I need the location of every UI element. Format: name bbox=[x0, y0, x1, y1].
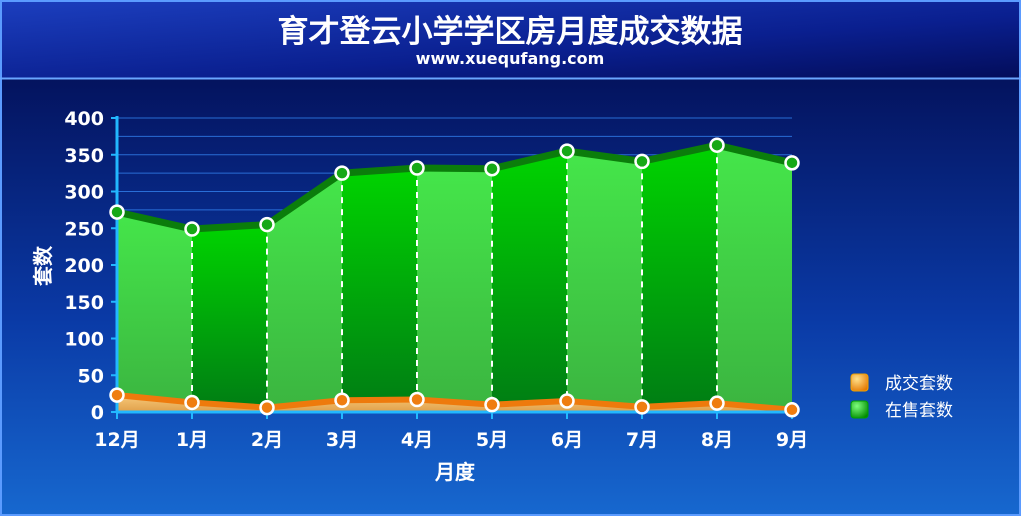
x-tick-label: 12月 bbox=[94, 429, 139, 451]
x-tick-label: 4月 bbox=[401, 429, 433, 451]
y-tick-label: 100 bbox=[64, 329, 104, 351]
series-layer bbox=[117, 141, 793, 413]
listings-point[interactable] bbox=[484, 160, 500, 177]
legend-item-listings[interactable]: 在售套数 bbox=[850, 400, 953, 421]
legend-swatch-orange bbox=[850, 373, 869, 392]
y-axis-title: 套数 bbox=[31, 245, 55, 286]
legend-item-deals[interactable]: 成交套数 bbox=[850, 373, 953, 394]
header-background bbox=[0, 0, 1021, 78]
listings-point[interactable] bbox=[334, 165, 350, 181]
listings-area-band bbox=[192, 224, 267, 412]
axis-layer: 0 50 100 150 200 250 300 350 400 12月 1月 2月 3月 4月 5月 6月 7… bbox=[64, 108, 808, 451]
legend-swatch-green bbox=[850, 400, 869, 419]
listings-point[interactable] bbox=[109, 204, 125, 220]
y-tick-label: 350 bbox=[64, 145, 104, 167]
y-tick-label: 150 bbox=[64, 292, 104, 314]
listings-point[interactable] bbox=[184, 221, 200, 237]
deals-line bbox=[117, 392, 793, 413]
listings-area-band bbox=[492, 151, 567, 412]
x-tick-label: 6月 bbox=[551, 429, 583, 451]
y-tick-label: 200 bbox=[64, 255, 104, 277]
marker-layer bbox=[109, 137, 800, 418]
x-tick-label: 5月 bbox=[476, 429, 508, 451]
deals-point[interactable] bbox=[409, 391, 425, 408]
deals-point[interactable] bbox=[784, 402, 800, 418]
listings-area-band bbox=[342, 167, 417, 412]
listings-area-band bbox=[567, 151, 642, 412]
deals-point[interactable] bbox=[334, 392, 350, 408]
y-tick-label: 50 bbox=[78, 365, 104, 387]
deals-point[interactable] bbox=[259, 399, 275, 416]
listings-point[interactable] bbox=[709, 137, 725, 153]
chart-subtitle: www.xuequfang.com bbox=[416, 49, 605, 68]
listings-line bbox=[117, 141, 793, 233]
listings-area-band bbox=[117, 212, 192, 412]
listings-area-band bbox=[417, 167, 492, 412]
y-tick-label: 250 bbox=[64, 218, 104, 240]
deals-point[interactable] bbox=[559, 393, 575, 409]
listings-point[interactable] bbox=[259, 216, 275, 233]
x-tick-label: 2月 bbox=[251, 429, 283, 451]
deals-point[interactable] bbox=[634, 399, 650, 415]
chart-title: 育才登云小学学区房月度成交数据 bbox=[278, 14, 743, 50]
listings-point[interactable] bbox=[409, 160, 425, 176]
x-tick-label: 3月 bbox=[326, 429, 358, 451]
listings-point[interactable] bbox=[784, 155, 800, 171]
listings-area-band bbox=[267, 173, 342, 412]
listings-area-band bbox=[717, 145, 792, 412]
listings-point[interactable] bbox=[634, 153, 650, 170]
x-axis-title: 月度 bbox=[434, 460, 476, 484]
legend-label-deals: 成交套数 bbox=[885, 374, 953, 394]
listings-point[interactable] bbox=[559, 143, 575, 159]
x-tick-label: 8月 bbox=[701, 429, 733, 451]
deals-point[interactable] bbox=[709, 395, 725, 411]
x-tick-label: 1月 bbox=[176, 429, 208, 451]
x-tick-label: 7月 bbox=[626, 429, 658, 451]
deals-point[interactable] bbox=[184, 394, 200, 411]
listings-area-band bbox=[642, 145, 717, 412]
legend-label-listings: 在售套数 bbox=[885, 401, 953, 421]
y-tick-label: 0 bbox=[91, 402, 104, 424]
x-tick-label: 9月 bbox=[776, 429, 808, 451]
deals-point[interactable] bbox=[484, 396, 500, 413]
y-tick-label: 300 bbox=[64, 182, 104, 204]
legend: 成交套数 在售套数 bbox=[850, 373, 953, 421]
deals-point[interactable] bbox=[109, 387, 125, 403]
y-tick-label: 400 bbox=[64, 108, 104, 130]
